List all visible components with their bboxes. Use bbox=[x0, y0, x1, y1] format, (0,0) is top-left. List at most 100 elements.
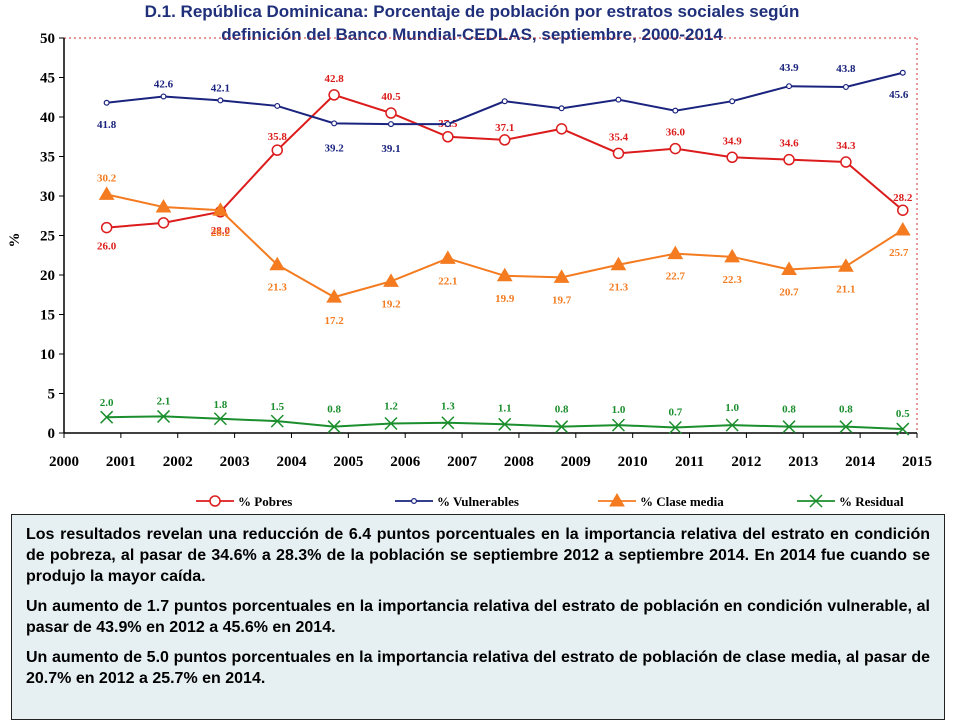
y-tick-label: 10 bbox=[40, 347, 55, 363]
data-label-vulnerables: 39.1 bbox=[381, 143, 400, 155]
legend-marker-clase-media bbox=[609, 493, 625, 507]
data-point-pobres bbox=[442, 131, 454, 143]
data-label-residual: 1.3 bbox=[441, 401, 455, 413]
data-label-residual: 1.0 bbox=[725, 402, 739, 414]
y-tick-label: 50 bbox=[40, 31, 55, 47]
x-tick-label: 2004 bbox=[276, 454, 307, 470]
data-point-vulnerables bbox=[729, 98, 736, 105]
data-point-vulnerables bbox=[387, 121, 394, 128]
x-tick-label: 2009 bbox=[561, 454, 591, 470]
data-label-residual: 0.8 bbox=[782, 404, 796, 416]
data-point-clase-media bbox=[667, 245, 684, 260]
data-label-residual: 1.2 bbox=[384, 401, 398, 413]
data-point-residual bbox=[896, 422, 910, 436]
data-point-vulnerables bbox=[331, 120, 338, 127]
data-label-clase-media: 30.2 bbox=[97, 172, 117, 184]
data-label-pobres: 34.6 bbox=[779, 138, 799, 150]
x-tick-label: 2006 bbox=[390, 454, 421, 470]
data-label-clase-media: 19.2 bbox=[381, 298, 401, 310]
data-point-pobres bbox=[840, 156, 852, 168]
data-point-pobres bbox=[669, 142, 682, 155]
data-label-clase-media: 25.7 bbox=[889, 247, 909, 259]
line-chart: D.1. República Dominicana: Porcentaje de… bbox=[7, 2, 932, 509]
data-label-pobres: 26.0 bbox=[97, 241, 117, 253]
data-label-pobres: 28.0 bbox=[211, 225, 231, 237]
x-marker-stroke bbox=[809, 494, 823, 508]
y-tick-label: 20 bbox=[40, 268, 55, 284]
data-label-residual: 0.7 bbox=[668, 406, 682, 418]
data-label-clase-media: 21.3 bbox=[609, 282, 629, 294]
data-point-pobres bbox=[271, 144, 283, 156]
x-marker-stroke bbox=[896, 422, 910, 436]
data-point-clase-media bbox=[439, 250, 456, 264]
data-point-clase-media bbox=[838, 258, 854, 272]
data-point-vulnerables bbox=[672, 107, 679, 114]
x-tick-label: 2010 bbox=[618, 454, 648, 470]
data-point-clase-media bbox=[496, 267, 513, 282]
y-tick-label: 35 bbox=[40, 150, 55, 166]
x-marker-stroke bbox=[213, 412, 227, 426]
data-label-clase-media: 19.7 bbox=[552, 294, 572, 306]
data-label-clase-media: 22.7 bbox=[666, 271, 686, 283]
note-paragraph-poverty: Los resultados revelan una reducción de … bbox=[26, 526, 930, 585]
chart-title-line-1: D.1. República Dominicana: Porcentaje de… bbox=[145, 2, 800, 21]
x-tick-label: 2008 bbox=[504, 454, 534, 470]
data-label-clase-media: 22.1 bbox=[438, 275, 457, 287]
legend-label-residual: % Residual bbox=[839, 494, 904, 509]
data-point-clase-media bbox=[610, 256, 627, 271]
data-point-vulnerables bbox=[217, 97, 224, 104]
legend-marker-residual bbox=[809, 494, 823, 508]
data-label-pobres: 37.1 bbox=[495, 122, 514, 134]
data-label-vulnerables: 39.2 bbox=[324, 142, 344, 154]
data-point-vulnerables bbox=[501, 98, 508, 105]
x-tick-label: 2000 bbox=[49, 454, 79, 470]
data-label-residual: 1.0 bbox=[612, 404, 626, 416]
x-tick-label: 2014 bbox=[845, 454, 876, 470]
data-label-pobres: 35.4 bbox=[609, 131, 629, 143]
data-point-vulnerables bbox=[274, 102, 281, 109]
legend-label-vulnerables: % Vulnerables bbox=[437, 494, 519, 509]
data-point-vulnerables bbox=[444, 121, 451, 128]
data-label-vulnerables: 41.8 bbox=[97, 119, 117, 131]
data-label-clase-media: 20.7 bbox=[779, 286, 799, 298]
data-point-clase-media bbox=[553, 269, 570, 283]
data-point-clase-media bbox=[781, 261, 797, 275]
data-point-clase-media bbox=[269, 256, 286, 271]
legend: % Pobres % Vulnerables % Clase media % Resi… bbox=[196, 493, 904, 509]
data-label-residual: 0.5 bbox=[896, 408, 910, 420]
data-point-pobres bbox=[100, 221, 113, 234]
data-point-residual bbox=[839, 420, 853, 434]
data-point-vulnerables bbox=[842, 83, 849, 90]
y-tick-label: 0 bbox=[48, 426, 56, 442]
x-marker-stroke bbox=[100, 410, 114, 424]
data-point-residual bbox=[441, 416, 455, 430]
data-label-vulnerables: 43.9 bbox=[779, 62, 799, 74]
data-label-pobres: 28.2 bbox=[893, 192, 913, 204]
data-label-vulnerables: 42.1 bbox=[211, 82, 230, 94]
chart-title-line-2: definición del Banco Mundial-CEDLAS, sep… bbox=[221, 25, 723, 44]
x-tick-label: 2007 bbox=[447, 454, 478, 470]
data-label-clase-media: 22.3 bbox=[723, 274, 743, 286]
data-label-clase-media: 19.9 bbox=[495, 293, 515, 305]
x-tick-label: 2011 bbox=[675, 454, 704, 470]
data-label-residual: 1.8 bbox=[214, 399, 228, 411]
x-tick-label: 2012 bbox=[731, 454, 761, 470]
data-label-vulnerables: 42.6 bbox=[154, 78, 174, 90]
note-paragraph-middle-class: Un aumento de 5.0 puntos porcentuales en… bbox=[26, 649, 930, 687]
legend-label-pobres: % Pobres bbox=[238, 494, 292, 509]
data-point-pobres bbox=[897, 204, 909, 216]
x-marker-stroke bbox=[725, 418, 739, 432]
x-marker-stroke bbox=[156, 409, 171, 423]
note-paragraph-vulnerable: Un aumento de 1.7 puntos porcentuales en… bbox=[26, 598, 930, 636]
data-point-residual bbox=[555, 420, 569, 434]
y-axis-label: % bbox=[7, 233, 23, 248]
x-marker-stroke bbox=[441, 416, 455, 430]
x-marker-stroke bbox=[327, 420, 341, 434]
data-point-clase-media bbox=[212, 202, 229, 216]
legend-label-clase-media: % Clase media bbox=[640, 494, 724, 509]
x-marker-stroke bbox=[839, 420, 853, 434]
data-label-pobres: 42.8 bbox=[324, 73, 344, 85]
x-marker-stroke bbox=[384, 416, 398, 431]
data-point-pobres bbox=[555, 123, 568, 135]
data-point-residual bbox=[725, 418, 739, 432]
